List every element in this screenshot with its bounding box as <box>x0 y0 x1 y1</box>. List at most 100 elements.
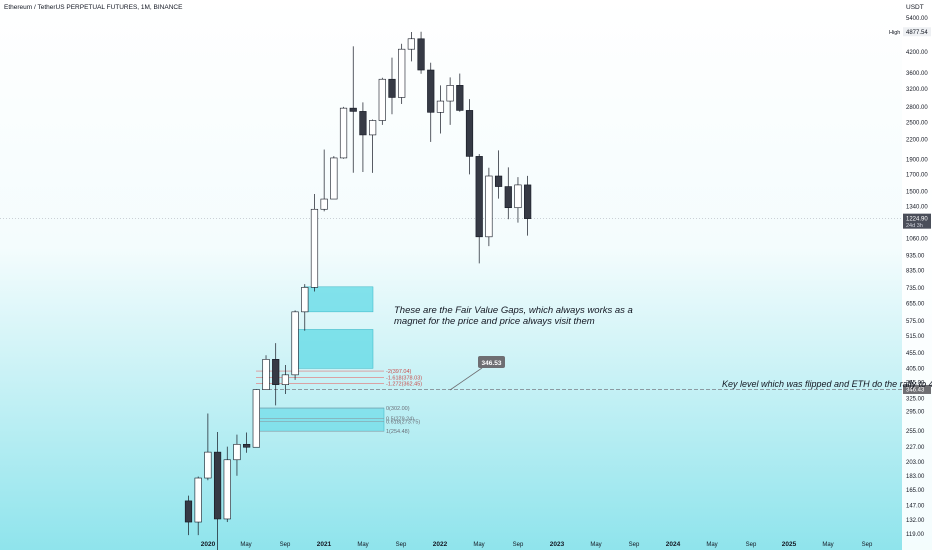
price-tick: 295.00 <box>906 409 925 415</box>
callout-box[interactable] <box>478 356 505 368</box>
candle-body[interactable] <box>243 443 251 448</box>
time-tick: May <box>240 542 251 548</box>
price-tick: 515.00 <box>906 334 925 340</box>
time-tick: May <box>473 542 484 548</box>
time-tick: 2023 <box>550 541 565 548</box>
fvg-zone <box>293 329 374 369</box>
price-tick: 835.00 <box>906 269 925 275</box>
price-tick: 1900.00 <box>906 157 928 163</box>
candle-body[interactable] <box>349 107 357 112</box>
price-tick: 227.00 <box>906 445 925 451</box>
price-tick: 147.00 <box>906 504 925 510</box>
candle-body[interactable] <box>204 451 212 479</box>
time-tick: 2025 <box>782 541 797 548</box>
time-tick: Sep <box>280 542 291 548</box>
price-tick: 2200.00 <box>906 138 928 144</box>
callout-pointer <box>449 367 483 391</box>
candle-body[interactable] <box>233 443 241 461</box>
candle-body[interactable] <box>436 100 445 113</box>
price-tick: 255.00 <box>906 429 925 435</box>
price-tick: 1340.00 <box>906 205 928 211</box>
callout-value: 346.53 <box>482 360 502 367</box>
time-tick: May <box>706 542 717 548</box>
fib-label: 0.5(279.24) <box>386 417 414 423</box>
candle-body[interactable] <box>407 38 415 50</box>
fib-label: -1.272(362.45) <box>386 381 422 387</box>
candle-body[interactable] <box>369 120 377 136</box>
candle-body[interactable] <box>252 389 260 448</box>
time-tick: 2021 <box>317 541 332 548</box>
price-tick: 575.00 <box>906 319 925 325</box>
time-tick: May <box>822 542 833 548</box>
candle-body[interactable] <box>446 85 454 102</box>
time-tick: May <box>590 542 601 548</box>
time-tick: 2022 <box>433 541 448 548</box>
price-tick: 1500.00 <box>906 189 928 195</box>
price-tick: 405.00 <box>906 367 925 373</box>
time-tick: 2024 <box>666 541 681 548</box>
high-marker: High <box>889 30 900 36</box>
chart-title: Ethereum / TetherUS PERPETUAL FUTURES, 1… <box>4 4 183 11</box>
price-tick: 455.00 <box>906 351 925 357</box>
price-tick: 1060.00 <box>906 236 928 242</box>
candle-body[interactable] <box>398 48 406 98</box>
fvg-note-line1: These are the Fair Value Gaps, which alw… <box>394 305 633 316</box>
price-axis-panel[interactable] <box>902 0 932 550</box>
candle-body[interactable] <box>320 198 328 210</box>
key-level-note: Key level which was flipped and ETH do t… <box>722 379 932 389</box>
time-tick: 2020 <box>201 541 216 548</box>
price-tick: 935.00 <box>906 253 925 259</box>
candle-body[interactable] <box>281 374 290 385</box>
current-price-value: 1224.90 <box>906 216 928 222</box>
candle-body[interactable] <box>310 208 319 288</box>
price-tick: 203.00 <box>906 460 925 466</box>
time-tick: May <box>357 542 368 548</box>
current-price-badge <box>903 213 931 229</box>
fvg-note-line2: magnet for the price and price always vi… <box>394 316 595 327</box>
candle-body[interactable] <box>339 107 348 159</box>
candle-body[interactable] <box>330 157 338 200</box>
candle-body[interactable] <box>359 111 367 136</box>
candle-body[interactable] <box>213 451 222 520</box>
price-tick: 165.00 <box>906 488 925 494</box>
candle-body[interactable] <box>494 175 503 187</box>
candle-body[interactable] <box>427 69 435 113</box>
price-tick: 183.00 <box>906 474 925 480</box>
fib-label: -2(397.04) <box>386 369 412 375</box>
candle-body[interactable] <box>475 156 483 238</box>
time-tick: Sep <box>513 542 524 548</box>
candle-body[interactable] <box>262 359 270 390</box>
fib-label: 0(302.00) <box>386 406 410 412</box>
candle-body[interactable] <box>524 184 532 219</box>
candle-body[interactable] <box>388 78 396 98</box>
price-tick: 5400.00 <box>906 16 928 22</box>
price-tick: 2800.00 <box>906 105 928 111</box>
candle-body[interactable] <box>194 477 202 523</box>
candle-body[interactable] <box>514 184 522 209</box>
candle-body[interactable] <box>465 110 474 157</box>
candle-body[interactable] <box>223 459 231 520</box>
candle-body[interactable] <box>291 311 299 376</box>
time-tick: Sep <box>746 542 757 548</box>
price-tick: 4200.00 <box>906 50 928 56</box>
candle-body[interactable] <box>272 359 280 385</box>
candle-body[interactable] <box>456 85 464 111</box>
candle-body[interactable] <box>504 186 512 209</box>
price-tick: 3600.00 <box>906 71 928 77</box>
fib-label: -1.618(378.03) <box>386 376 422 382</box>
key-level-badge <box>903 384 931 394</box>
candle-body[interactable] <box>184 500 193 523</box>
price-tick: 119.00 <box>906 532 925 538</box>
key-level-value: 346.43 <box>906 388 925 394</box>
candle-body[interactable] <box>417 38 425 71</box>
price-tick: 325.00 <box>906 396 925 402</box>
current-countdown: 24d 3h <box>906 223 923 229</box>
candle-body[interactable] <box>301 287 309 313</box>
price-tick: 3200.00 <box>906 87 928 93</box>
fib-label: 0.618(273.75) <box>386 419 420 425</box>
currency-label: USDT <box>906 4 924 11</box>
candle-body[interactable] <box>485 175 493 238</box>
candle-body[interactable] <box>378 78 386 121</box>
